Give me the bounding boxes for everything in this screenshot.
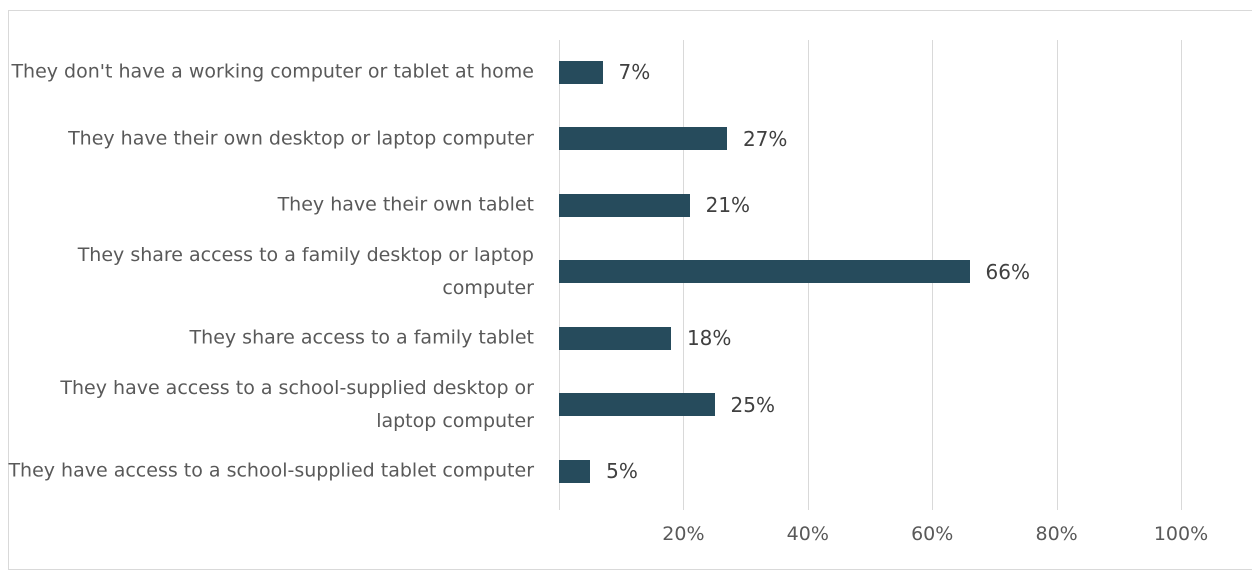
bar [559,260,970,283]
grid-line [1181,40,1182,510]
x-tick-label: 100% [1153,523,1209,545]
x-tick-label: 80% [1035,523,1078,545]
bar [559,459,591,483]
category-label: They have their own desktop or laptop co… [68,127,534,149]
category-label: They have access to a school-supplied ta… [8,459,534,482]
value-label: 25% [730,392,775,417]
category-label: They have access to a school-supplied de… [60,376,534,432]
value-label: 21% [705,193,751,217]
category-label: They share access to a family tablet [189,326,534,349]
bar [559,127,727,150]
category-label: They have their own tablet [277,193,534,216]
value-label: 5% [606,459,638,483]
value-label: 66% [985,259,1030,284]
x-tick-label: 60% [911,523,954,545]
x-tick-label: 20% [662,523,705,545]
bar [559,393,715,416]
x-tick-label: 40% [786,523,829,545]
value-label: 18% [686,326,732,350]
page: {"chart_data": {"type": "bar", "orientat… [8,10,1252,570]
bar [559,60,603,84]
value-label: 27% [742,126,788,151]
grid-line [1056,40,1058,510]
bar [559,326,671,350]
category-label: They share access to a family desktop or… [77,243,534,299]
category-label: They don't have a working computer or ta… [11,60,534,83]
bar [559,193,690,217]
value-label: 7% [618,60,651,84]
